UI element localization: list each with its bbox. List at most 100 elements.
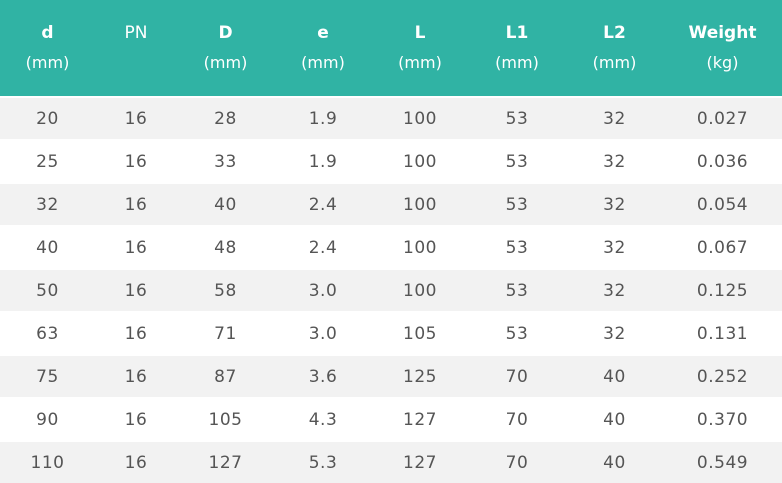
table-cell: 3.0 — [274, 269, 372, 312]
table-cell: 58 — [177, 269, 274, 312]
table-cell: 70 — [468, 355, 566, 398]
column-header-name: L1 — [505, 23, 529, 43]
table-cell: 32 — [566, 183, 663, 226]
table-row: 20 16 28 1.9 100 53 32 0.027 — [0, 97, 782, 140]
column-header-name: D — [218, 23, 233, 43]
table-cell: 16 — [95, 183, 177, 226]
table-cell: 125 — [372, 355, 468, 398]
table-cell: 53 — [468, 226, 566, 269]
table-row: 110 16 127 5.3 127 70 40 0.549 — [0, 441, 782, 483]
table-cell: 32 — [566, 226, 663, 269]
table-cell: 3.0 — [274, 312, 372, 355]
column-header-unit: (mm) — [25, 53, 70, 72]
column-header: L1 (mm) — [468, 0, 566, 97]
table-row: 63 16 71 3.0 105 53 32 0.131 — [0, 312, 782, 355]
table-cell: 2.4 — [274, 183, 372, 226]
table-cell: 0.370 — [663, 398, 782, 441]
table-cell: 16 — [95, 441, 177, 483]
table-cell: 90 — [0, 398, 95, 441]
table-cell: 110 — [0, 441, 95, 483]
table-cell: 53 — [468, 183, 566, 226]
table-row: 25 16 33 1.9 100 53 32 0.036 — [0, 140, 782, 183]
table-cell: 0.054 — [663, 183, 782, 226]
table-cell: 32 — [566, 269, 663, 312]
table-header-row: d (mm) PN D (mm) e (mm) L (mm) L1 (mm) L2 (mm) Weight… — [0, 0, 782, 97]
table-row: 90 16 105 4.3 127 70 40 0.370 — [0, 398, 782, 441]
table-row: 50 16 58 3.0 100 53 32 0.125 — [0, 269, 782, 312]
column-header-name: e — [317, 23, 329, 43]
table-cell: 16 — [95, 226, 177, 269]
table-cell: 100 — [372, 140, 468, 183]
table-cell: 1.9 — [274, 140, 372, 183]
table-cell: 105 — [177, 398, 274, 441]
table-cell: 2.4 — [274, 226, 372, 269]
table-cell: 75 — [0, 355, 95, 398]
table-cell: 16 — [95, 97, 177, 140]
column-header: D (mm) — [177, 0, 274, 97]
table-row: 75 16 87 3.6 125 70 40 0.252 — [0, 355, 782, 398]
table-cell: 1.9 — [274, 97, 372, 140]
table-cell: 28 — [177, 97, 274, 140]
table-cell: 40 — [177, 183, 274, 226]
table-cell: 16 — [95, 269, 177, 312]
table-cell: 53 — [468, 97, 566, 140]
table-cell: 53 — [468, 312, 566, 355]
table-cell: 16 — [95, 312, 177, 355]
column-header-unit: (mm) — [495, 53, 539, 72]
table-row: 40 16 48 2.4 100 53 32 0.067 — [0, 226, 782, 269]
table-cell: 5.3 — [274, 441, 372, 483]
table-cell: 0.125 — [663, 269, 782, 312]
table-cell: 100 — [372, 226, 468, 269]
column-header-unit: (mm) — [203, 53, 248, 72]
table-cell: 40 — [566, 398, 663, 441]
table-cell: 40 — [566, 355, 663, 398]
column-header-unit: (mm) — [592, 53, 637, 72]
column-header-unit: (mm) — [301, 53, 345, 72]
table-cell: 32 — [566, 97, 663, 140]
table-cell: 71 — [177, 312, 274, 355]
column-header-name: Weight — [688, 23, 757, 43]
table-cell: 16 — [95, 355, 177, 398]
table-body: 20 16 28 1.9 100 53 32 0.027 25 16 33 1.9 100 53 32 0.0… — [0, 97, 782, 483]
table-cell: 0.027 — [663, 97, 782, 140]
table-cell: 40 — [0, 226, 95, 269]
column-header: d (mm) — [0, 0, 95, 97]
column-header-unit: (mm) — [398, 53, 442, 72]
table-cell: 87 — [177, 355, 274, 398]
table-cell: 0.131 — [663, 312, 782, 355]
table-cell: 63 — [0, 312, 95, 355]
table-cell: 100 — [372, 269, 468, 312]
table-cell: 0.067 — [663, 226, 782, 269]
table-cell: 105 — [372, 312, 468, 355]
table-cell: 0.549 — [663, 441, 782, 483]
table-cell: 127 — [372, 441, 468, 483]
table-cell: 70 — [468, 398, 566, 441]
column-header: e (mm) — [274, 0, 372, 97]
table-cell: 16 — [95, 398, 177, 441]
table-cell: 16 — [95, 140, 177, 183]
table-cell: 20 — [0, 97, 95, 140]
table-cell: 127 — [177, 441, 274, 483]
column-header-name: L2 — [603, 23, 626, 43]
table-cell: 53 — [468, 140, 566, 183]
table-row: 32 16 40 2.4 100 53 32 0.054 — [0, 183, 782, 226]
table-cell: 4.3 — [274, 398, 372, 441]
table-cell: 3.6 — [274, 355, 372, 398]
table-cell: 0.036 — [663, 140, 782, 183]
column-header-unit: (kg) — [706, 53, 739, 72]
table-cell: 48 — [177, 226, 274, 269]
table-cell: 100 — [372, 183, 468, 226]
table-cell: 25 — [0, 140, 95, 183]
table-cell: 32 — [566, 140, 663, 183]
column-header: PN — [95, 0, 177, 97]
table-cell: 32 — [566, 312, 663, 355]
table-cell: 32 — [0, 183, 95, 226]
table-cell: 0.252 — [663, 355, 782, 398]
table-cell: 50 — [0, 269, 95, 312]
column-header: Weight (kg) — [663, 0, 782, 97]
column-header-name: PN — [124, 23, 148, 43]
table-cell: 100 — [372, 97, 468, 140]
column-header: L (mm) — [372, 0, 468, 97]
column-header-name: L — [414, 23, 426, 43]
